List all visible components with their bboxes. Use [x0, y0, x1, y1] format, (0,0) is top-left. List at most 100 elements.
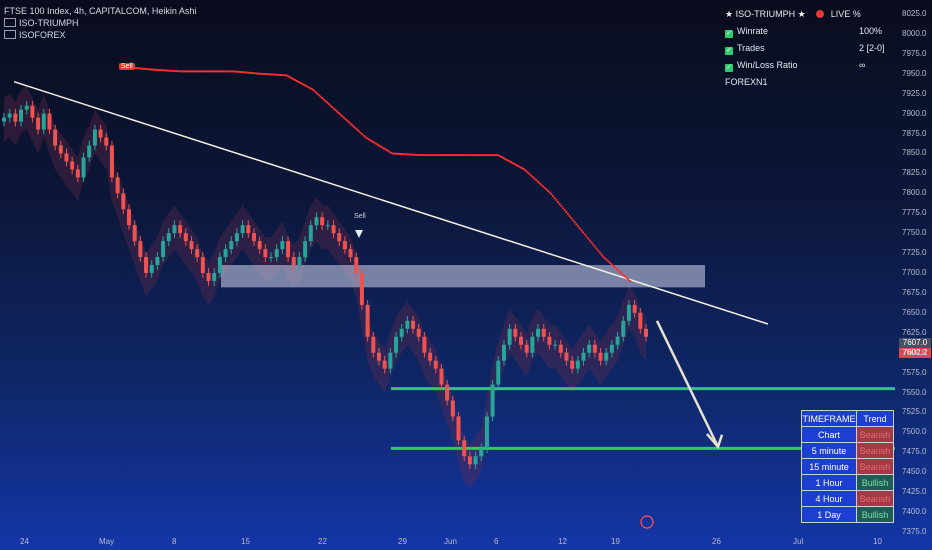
trailing-stop-dot	[428, 153, 431, 157]
trailing-stop-dot	[310, 88, 314, 91]
trailing-stop-dot	[620, 272, 623, 275]
stats-row-winloss: ✓ Win/Loss Ratio ∞	[725, 57, 895, 74]
candle-body	[644, 328, 648, 337]
trailing-stop-dot	[287, 75, 290, 78]
trailing-stop-dot	[304, 84, 307, 87]
trailing-stop-dot	[523, 168, 526, 171]
trailing-stop-dot	[587, 237, 590, 240]
candle-body	[19, 109, 24, 122]
candle-body	[331, 225, 336, 234]
candle-body	[462, 440, 467, 457]
candle-body	[75, 169, 80, 178]
col-header: TIMEFRAME	[801, 410, 857, 427]
trailing-stop-dot	[374, 142, 377, 145]
trailing-stop-dot	[152, 68, 155, 71]
trailing-stop-dot	[622, 273, 625, 277]
trailing-stop-dot	[202, 70, 205, 73]
trailing-stop-dot	[324, 99, 327, 103]
trailing-stop-dot	[607, 260, 610, 263]
candle-body	[251, 233, 256, 242]
candle-body	[109, 145, 114, 178]
trailing-stop-dot	[408, 153, 411, 156]
timeframe-cell: 5 minute	[801, 442, 857, 459]
trailing-stop-dot	[359, 131, 362, 134]
candle-body	[212, 273, 217, 281]
trailing-stop-dot	[322, 98, 325, 101]
trailing-stop-dot	[207, 70, 210, 73]
trailing-stop-dot	[488, 153, 491, 157]
candle-body	[24, 105, 29, 110]
trailing-stop-dot	[367, 138, 371, 141]
x-tick-label: Jun	[444, 537, 457, 546]
trend-line	[13, 81, 769, 325]
trailing-stop-dot	[377, 144, 381, 147]
trailing-stop-dot	[528, 173, 531, 176]
candle-body	[178, 225, 183, 234]
trailing-stop-dot	[356, 128, 359, 131]
trailing-stop-dot	[182, 70, 185, 73]
trailing-stop-dot	[503, 157, 506, 160]
candle-body	[223, 249, 228, 258]
trailing-stop-dot	[563, 209, 566, 212]
star-icon: ★	[797, 9, 806, 19]
trailing-stop-dot	[135, 67, 138, 70]
trailing-stop-dot	[361, 133, 364, 136]
trend-cell: Bearish	[856, 426, 894, 443]
trailing-stop-dot	[235, 70, 238, 73]
trailing-stop-dot	[270, 73, 274, 76]
trailing-stop-dot	[247, 71, 250, 74]
candle-body	[144, 257, 149, 274]
checkbox-icon: ✓	[725, 64, 733, 72]
trailing-stop-dot	[409, 153, 412, 156]
trailing-stop-dot	[228, 70, 232, 73]
trailing-stop-dot	[496, 153, 499, 157]
trailing-stop-dot	[461, 153, 464, 157]
trailing-stop-dot	[153, 68, 156, 71]
trailing-stop-dot	[483, 153, 486, 157]
trailing-stop-dot	[441, 153, 444, 157]
candle-body	[246, 225, 251, 234]
candle-body	[13, 113, 18, 122]
candle-body	[64, 153, 69, 162]
trend-cell: Bullish	[856, 474, 894, 491]
trailing-stop-dot	[317, 93, 320, 97]
trailing-stop-dot	[225, 70, 228, 73]
candle-body	[217, 257, 222, 274]
trailing-stop-dot	[381, 146, 384, 149]
trailing-stop-dot	[590, 241, 593, 244]
indicator-label-1[interactable]: ISO-TRIUMPH	[4, 17, 79, 29]
trailing-stop-dot	[187, 70, 190, 73]
indicator-tag-icon	[4, 30, 16, 39]
trailing-stop-dot	[456, 153, 459, 157]
trailing-stop-dot	[254, 72, 257, 75]
trailing-stop-dot	[560, 205, 563, 208]
candle-body	[320, 217, 325, 226]
trailing-stop-dot	[541, 185, 545, 188]
trailing-stop-dot	[386, 149, 389, 152]
x-tick-label: May	[99, 537, 115, 546]
trailing-stop-dot	[520, 166, 523, 169]
checkbox-icon: ✓	[725, 30, 733, 38]
candle-body	[257, 241, 262, 250]
candle-body	[115, 177, 120, 194]
trailing-stop-dot	[203, 70, 207, 73]
y-tick-label: 8025.0	[902, 8, 927, 18]
indicator-label-2[interactable]: ISOFOREX	[4, 29, 66, 41]
timeframe-cell: 1 Hour	[801, 474, 857, 491]
trailing-stop-dot	[500, 155, 503, 158]
candle-body	[530, 336, 535, 353]
trailing-stop-dot	[610, 263, 613, 266]
trailing-stop-dot	[183, 70, 186, 73]
trailing-stop-dot	[232, 70, 235, 73]
trailing-stop-dot	[326, 101, 329, 104]
trailing-stop-dot	[239, 70, 242, 74]
stats-title-row: ★ ISO-TRIUMPH ★ LIVE %	[725, 6, 895, 23]
price-badge-current: 7607.0	[899, 338, 931, 348]
trailing-stop-dot	[205, 70, 208, 73]
trailing-stop-dot	[366, 137, 369, 140]
trailing-stop-dot	[403, 153, 406, 156]
trailing-stop-dot	[222, 70, 225, 73]
x-tick-label: 24	[20, 537, 29, 546]
trailing-stop-dot	[277, 73, 280, 76]
